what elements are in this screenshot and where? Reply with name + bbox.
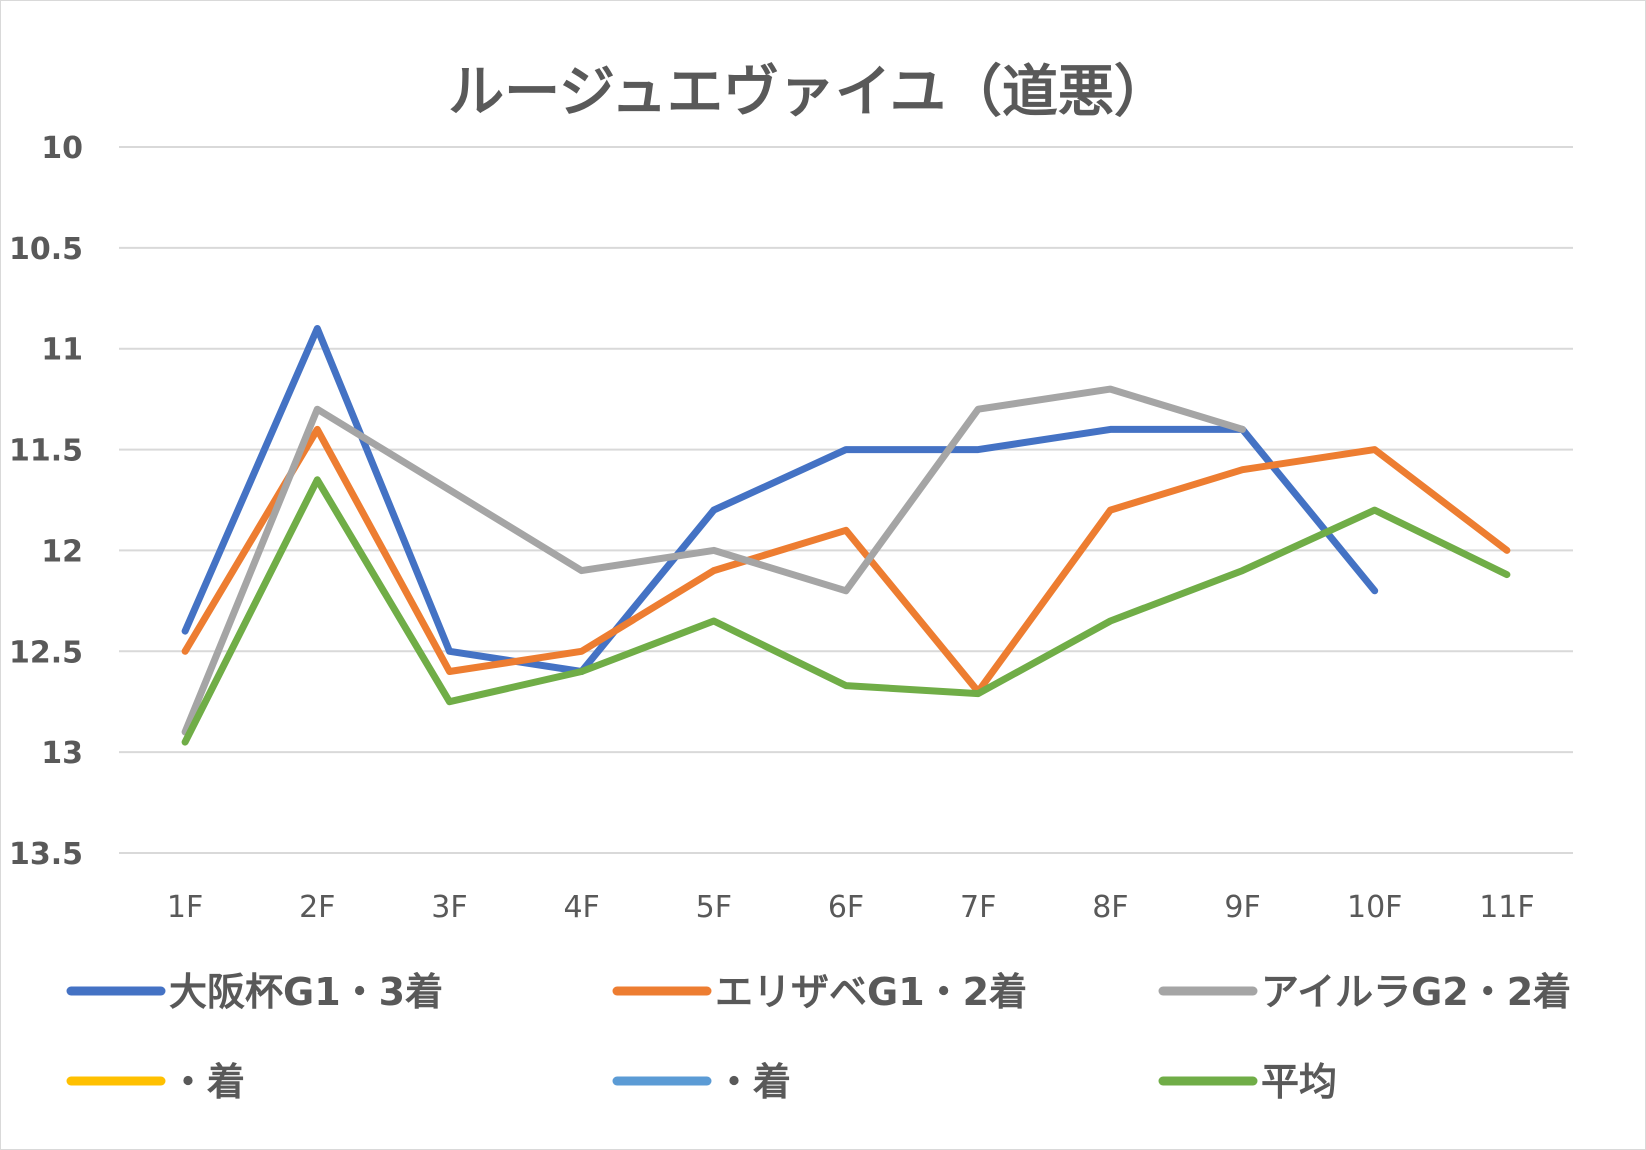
y-tick-label: 10.5 [9,232,83,267]
legend-label: ・着 [169,1060,245,1104]
legend-label: 平均 [1261,1060,1337,1104]
legend-item: ・着 [612,1060,791,1104]
legend: 大阪杯G1・3着 エリザベG1・2着 アイルラG2・2着・着 ・着 平均 [66,970,1571,1104]
legend-item: ・着 [66,1060,245,1104]
y-tick-label: 12 [41,534,83,569]
y-tick-label: 12.5 [9,635,83,670]
x-axis-ticks: 1F 2F 3F 4F 5F 6F 7F 8F 9F 10F 11F [167,890,1535,925]
legend-label: ・着 [715,1060,791,1104]
legend-label: アイルラG2・2着 [1261,970,1571,1014]
series-line-0 [181,325,1379,675]
x-tick-label: 10F [1347,890,1402,925]
legend-item: エリザベG1・2着 [612,970,1027,1014]
y-tick-label: 13.5 [9,837,83,872]
x-tick-label: 7F [960,890,996,925]
x-tick-label: 6F [828,890,864,925]
legend-item: 平均 [1158,1060,1337,1104]
x-tick-label: 1F [167,890,203,925]
x-tick-label: 2F [299,890,335,925]
x-tick-label: 9F [1224,890,1260,925]
y-tick-label: 11 [41,333,83,368]
y-tick-label: 13 [41,736,83,771]
x-tick-label: 4F [563,890,599,925]
y-tick-label: 11.5 [9,434,83,469]
chart-title: ルージュエヴァイユ（道悪） [448,60,1170,125]
x-tick-label: 8F [1092,890,1128,925]
x-tick-label: 5F [696,890,732,925]
legend-label: 大阪杯G1・3着 [169,970,443,1014]
series-lines [181,325,1511,746]
series-line-1 [181,425,1511,696]
series-line-2 [181,385,1246,736]
legend-item: アイルラG2・2着 [1158,970,1571,1014]
legend-label: エリザベG1・2着 [715,970,1027,1014]
y-tick-label: 10 [41,131,83,166]
y-axis-ticks: 10 10.5 11 11.5 12 12.5 13 13.5 [9,131,83,872]
x-tick-label: 11F [1479,890,1534,925]
series-line-5 [181,476,1511,746]
gridlines [119,146,1573,854]
legend-item: 大阪杯G1・3着 [66,970,443,1014]
x-tick-label: 3F [431,890,467,925]
